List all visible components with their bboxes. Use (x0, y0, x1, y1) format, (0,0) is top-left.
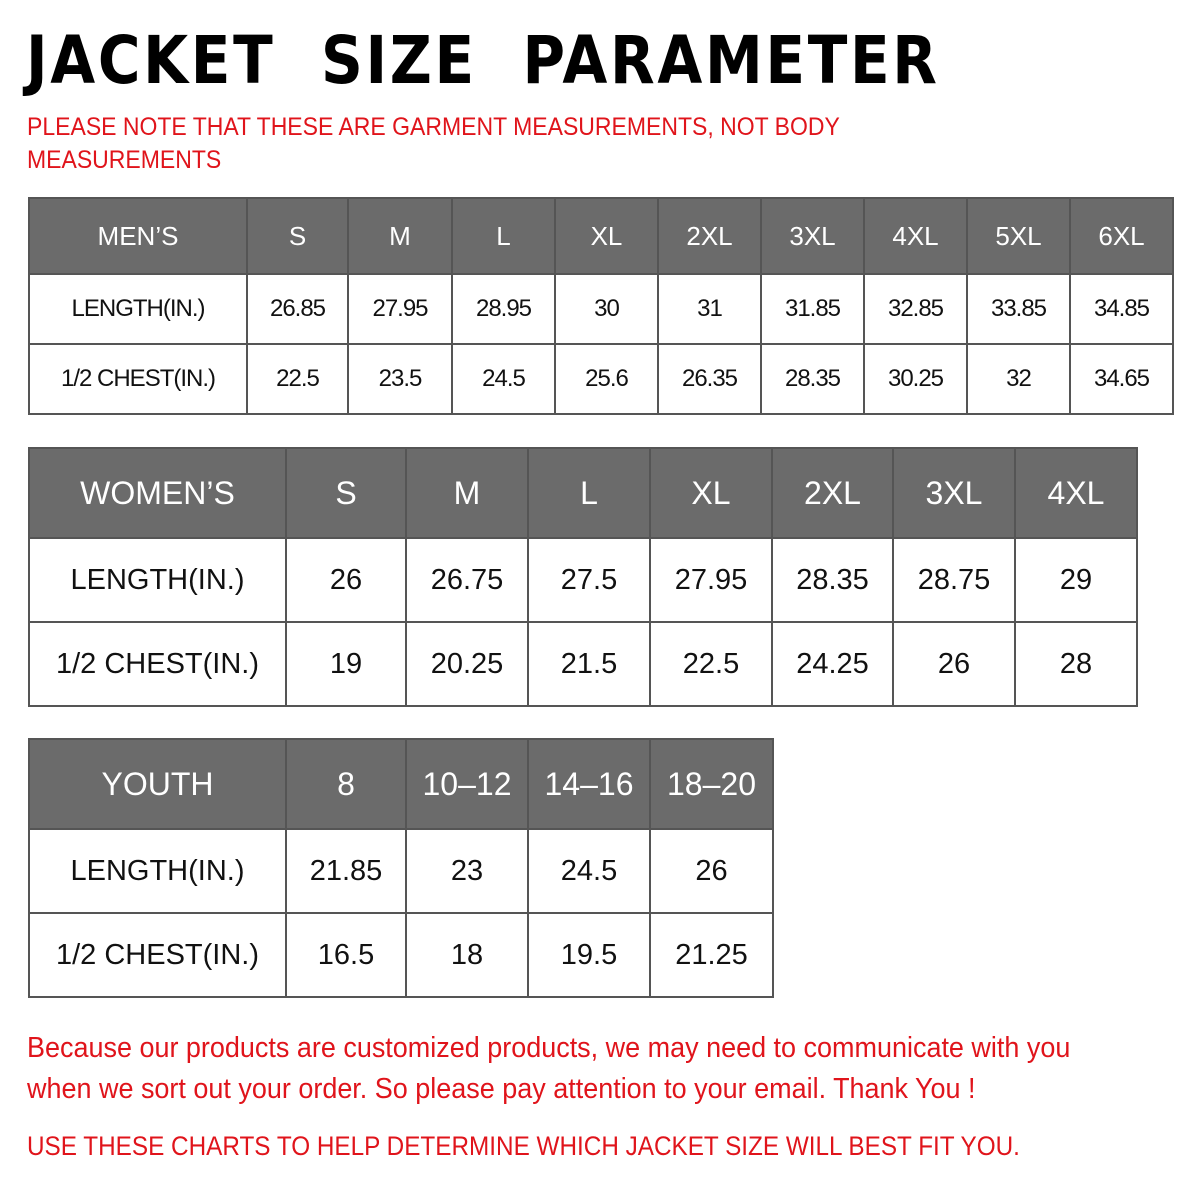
measurement-cell: 18 (405, 912, 529, 998)
table-category-header: WOMEN’S (28, 447, 287, 539)
table-row: 1/2 CHEST(IN.) 19 20.25 21.5 22.5 24.25 26 28 (28, 621, 1138, 707)
table-row: 1/2 CHEST(IN.) 22.5 23.5 24.5 25.6 26.35 28.35… (28, 343, 1174, 415)
measurement-cell: 31.85 (760, 273, 865, 345)
measurement-cell: 21.25 (649, 912, 774, 998)
size-header-cell: XL (554, 197, 659, 275)
size-header-cell: S (285, 447, 407, 539)
measurement-cell: 33.85 (966, 273, 1071, 345)
measurement-cell: 24.5 (527, 828, 651, 914)
size-header-cell: 18–20 (649, 738, 774, 830)
measurement-cell: 19 (285, 621, 407, 707)
size-header-cell: M (347, 197, 453, 275)
measurement-cell: 26.75 (405, 537, 529, 623)
measurement-cell: 34.65 (1069, 343, 1174, 415)
size-header-cell: 3XL (892, 447, 1016, 539)
measurement-cell: 32 (966, 343, 1071, 415)
size-header-cell: 4XL (863, 197, 968, 275)
measurement-cell: 26 (892, 621, 1016, 707)
measurement-cell: 28 (1014, 621, 1138, 707)
measurement-cell: 27.5 (527, 537, 651, 623)
measurement-cell: 22.5 (246, 343, 349, 415)
page-title: JACKET SIZE PARAMETER (26, 22, 940, 99)
measurement-cell: 20.25 (405, 621, 529, 707)
table-category-header: MEN’S (28, 197, 248, 275)
table-row: LENGTH(IN.) 26.85 27.95 28.95 30 31 31.85 32.85… (28, 273, 1174, 345)
footer-note: USE THESE CHARTS TO HELP DETERMINE WHICH… (27, 1131, 1020, 1161)
measurement-cell: 27.95 (347, 273, 453, 345)
table-row: LENGTH(IN.) 26 26.75 27.5 27.95 28.35 28.75 29 (28, 537, 1138, 623)
measurement-cell: 28.95 (451, 273, 556, 345)
measurement-cell: 24.5 (451, 343, 556, 415)
measurement-cell: 26 (649, 828, 774, 914)
measurement-cell: 32.85 (863, 273, 968, 345)
measurement-cell: 28.75 (892, 537, 1016, 623)
size-header-cell: L (451, 197, 556, 275)
measurement-cell: 26.85 (246, 273, 349, 345)
measurement-cell: 27.95 (649, 537, 773, 623)
row-label: LENGTH(IN.) (28, 537, 287, 623)
size-header-cell: M (405, 447, 529, 539)
measurement-cell: 30 (554, 273, 659, 345)
measurement-cell: 28.35 (760, 343, 865, 415)
measurement-cell: 34.85 (1069, 273, 1174, 345)
size-header-cell: 6XL (1069, 197, 1174, 275)
measurement-cell: 26.35 (657, 343, 762, 415)
measurement-cell: 21.85 (285, 828, 407, 914)
table-category-header: YOUTH (28, 738, 287, 830)
measurement-cell: 24.25 (771, 621, 894, 707)
measurement-note: PLEASE NOTE THAT THESE ARE GARMENT MEASU… (27, 113, 840, 174)
table-header-row: MEN’S S M L XL 2XL 3XL 4XL 5XL 6XL (28, 197, 1174, 275)
measurement-cell: 22.5 (649, 621, 773, 707)
size-header-cell: 3XL (760, 197, 865, 275)
size-header-cell: 5XL (966, 197, 1071, 275)
measurement-cell: 31 (657, 273, 762, 345)
measurement-cell: 21.5 (527, 621, 651, 707)
measurement-cell: 16.5 (285, 912, 407, 998)
measurement-cell: 23.5 (347, 343, 453, 415)
size-header-cell: 10–12 (405, 738, 529, 830)
womens-size-table: WOMEN’S S M L XL 2XL 3XL 4XL LENGTH(IN.) 26 26.75 2… (28, 447, 1138, 707)
size-header-cell: S (246, 197, 349, 275)
table-header-row: WOMEN’S S M L XL 2XL 3XL 4XL (28, 447, 1138, 539)
row-label: 1/2 CHEST(IN.) (28, 621, 287, 707)
row-label: 1/2 CHEST(IN.) (28, 912, 287, 998)
customization-message: Because our products are customized prod… (27, 1032, 1071, 1105)
table-row: LENGTH(IN.) 21.85 23 24.5 26 (28, 828, 774, 914)
table-header-row: YOUTH 8 10–12 14–16 18–20 (28, 738, 774, 830)
measurement-cell: 30.25 (863, 343, 968, 415)
measurement-cell: 25.6 (554, 343, 659, 415)
measurement-cell: 23 (405, 828, 529, 914)
measurement-cell: 29 (1014, 537, 1138, 623)
size-header-cell: L (527, 447, 651, 539)
size-header-cell: XL (649, 447, 773, 539)
row-label: 1/2 CHEST(IN.) (28, 343, 248, 415)
size-header-cell: 2XL (771, 447, 894, 539)
measurement-cell: 19.5 (527, 912, 651, 998)
size-header-cell: 8 (285, 738, 407, 830)
size-header-cell: 14–16 (527, 738, 651, 830)
youth-size-table: YOUTH 8 10–12 14–16 18–20 LENGTH(IN.) 21.85 23 2… (28, 738, 774, 998)
measurement-cell: 28.35 (771, 537, 894, 623)
table-row: 1/2 CHEST(IN.) 16.5 18 19.5 21.25 (28, 912, 774, 998)
size-header-cell: 4XL (1014, 447, 1138, 539)
mens-size-table: MEN’S S M L XL 2XL 3XL 4XL 5XL 6XL LENGTH(IN.) 26.8… (28, 197, 1174, 415)
size-header-cell: 2XL (657, 197, 762, 275)
measurement-cell: 26 (285, 537, 407, 623)
row-label: LENGTH(IN.) (28, 273, 248, 345)
row-label: LENGTH(IN.) (28, 828, 287, 914)
